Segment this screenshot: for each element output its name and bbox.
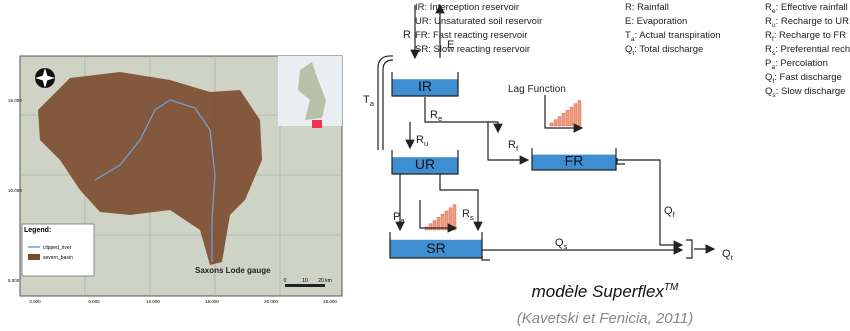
subscript: f <box>673 210 676 219</box>
lag-bar <box>554 120 557 126</box>
caption-text: modèle Superflex <box>532 282 665 301</box>
flux-label: Pa <box>393 211 405 225</box>
symbol: R <box>430 109 438 121</box>
flux-label: Rf <box>508 139 519 153</box>
description: : Actual transpiration <box>635 30 721 41</box>
symbol: Q <box>765 72 772 83</box>
legend-text: Ru: Recharge to UR <box>765 16 849 29</box>
legend-text: Qs: Slow discharge <box>765 86 845 99</box>
flux-label: Ru <box>416 134 428 148</box>
symbol: P <box>393 211 400 223</box>
reservoir-label: IR <box>418 78 432 94</box>
symbol: Q <box>625 44 632 55</box>
symbol: R <box>462 208 470 220</box>
description: : Total discharge <box>634 44 703 55</box>
lag-bar <box>574 104 577 126</box>
lag-bar <box>562 113 565 126</box>
description: : Evaporation <box>631 16 687 27</box>
flux-label: Qs <box>555 237 568 251</box>
x-coord: 10.000 <box>146 299 160 304</box>
legend-text: SR: Slow reacting reservoir <box>415 44 530 55</box>
legend-text: IR: Interception reservoir <box>415 2 519 13</box>
x-coord: 25.000 <box>323 299 337 304</box>
description: : Effective rainfall <box>776 2 848 13</box>
legend-text: E: Evaporation <box>625 16 687 27</box>
legend-title: Legend: <box>24 227 51 234</box>
legend-text: Qf: Fast discharge <box>765 72 842 85</box>
lag-bar <box>449 208 452 230</box>
legend-text: Re: Effective rainfall <box>765 2 848 15</box>
caption: modèle SuperflexTM <box>532 282 679 301</box>
legend-text: FR: Fast reacting reservoir <box>415 30 527 41</box>
lag-bar <box>429 224 432 230</box>
scale-label: 10 <box>302 278 308 284</box>
scale-label: 0 <box>284 278 287 284</box>
flux-label: Qt <box>722 248 734 262</box>
x-coord: 15.000 <box>205 299 219 304</box>
lag-bar <box>453 205 456 230</box>
reservoir-label: FR <box>565 153 584 169</box>
legend-text: Pa: Percolation <box>765 58 828 71</box>
page: Legend: clipped_river severn_basin Saxons L… <box>0 0 850 331</box>
description: : Fast discharge <box>774 72 842 83</box>
lag-bar <box>566 110 569 126</box>
flux-label: R <box>403 29 411 41</box>
description: : Percolation <box>775 58 828 69</box>
legend-item: severn_basin <box>43 255 73 261</box>
x-coord: 0.000 <box>29 299 41 304</box>
citation: (Kavetski et Fenicia, 2011) <box>517 310 693 327</box>
description: : Slow discharge <box>776 86 846 97</box>
x-coord: 5.000 <box>88 299 100 304</box>
lag-bar <box>445 211 448 230</box>
legend-text: Ta: Actual transpiration <box>625 30 721 43</box>
symbol: R <box>508 139 516 151</box>
gauge-label: Saxons Lode gauge <box>195 266 271 275</box>
lag-bar <box>578 101 581 126</box>
legend-text: Qt: Total discharge <box>625 44 703 57</box>
subscript: u <box>424 139 428 148</box>
y-coord: 10.000 <box>8 188 22 193</box>
flux-label: Rs <box>462 208 474 222</box>
lag-bar <box>550 123 553 126</box>
legend-text: Rf: Recharge to FR <box>765 30 846 43</box>
flux-label: Ta <box>363 94 375 108</box>
description: : Preferential recharge <box>775 44 850 55</box>
lag-label: Lag Function <box>508 84 566 95</box>
legend-item: clipped_river <box>43 245 72 251</box>
subscript: s <box>470 213 474 222</box>
lag-bar <box>558 117 561 126</box>
symbol: R <box>416 134 424 146</box>
flux-label: Re <box>430 109 442 123</box>
description: : Recharge to UR <box>776 16 850 27</box>
symbol: Q <box>765 86 772 97</box>
reservoir-label: SR <box>426 240 445 256</box>
y-coord: 5.000 <box>8 278 20 283</box>
reservoir-label: UR <box>415 156 435 172</box>
legend-text: Rs: Preferential recharge <box>765 44 850 57</box>
description: : Recharge to FR <box>774 30 846 41</box>
lag-bar <box>570 107 573 126</box>
symbol: R <box>403 29 411 41</box>
y-coord: 15.000 <box>8 98 22 103</box>
legend-text: R: Rainfall <box>625 2 669 13</box>
x-coord: 20.000 <box>264 299 278 304</box>
subscript: t <box>731 253 734 262</box>
caption-sup: TM <box>664 282 679 293</box>
scale-label: 20 km <box>318 278 332 284</box>
subscript: a <box>400 216 405 225</box>
legend-text: UR: Unsaturated soil reservoir <box>415 16 542 27</box>
subscript: a <box>370 99 375 108</box>
flux-label: Qf <box>664 205 676 219</box>
subscript: f <box>516 144 519 153</box>
description: : Rainfall <box>632 2 669 13</box>
